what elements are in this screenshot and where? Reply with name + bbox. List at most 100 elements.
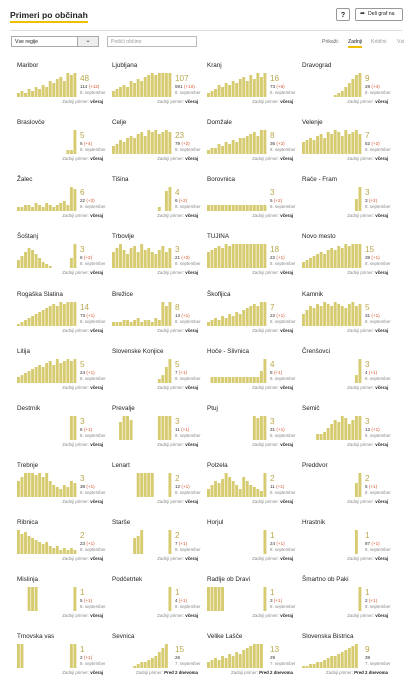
sort-tab-kriticni[interactable]: Kritični xyxy=(371,39,387,45)
sparkline-bar xyxy=(129,322,133,326)
municipality-card[interactable]: Preddvor 2 5 (+1) 8. september Zadnji primer… xyxy=(302,462,391,510)
municipality-card[interactable]: Črenšovci 3 4 (+1) 8. september Zadnji prime… xyxy=(302,348,391,396)
municipality-card[interactable]: Ptuj 3 31 (+1) 8. september Zadnji primer: v… xyxy=(207,405,296,453)
municipality-card[interactable]: Celje 23 79 (+2) 8. september Zadnji primer:… xyxy=(112,119,201,167)
municipality-card[interactable]: Šmartno ob Paki 1 2 (+1) 8. september Zadnji… xyxy=(302,576,391,624)
sparkline-bar xyxy=(62,361,66,383)
municipality-card[interactable]: Tišina 4 6 (+2) 8. september Zadnji primer: … xyxy=(112,176,201,224)
sparkline-bar xyxy=(231,316,235,326)
search-input[interactable] xyxy=(107,36,197,47)
municipality-card[interactable]: Velenje 7 52 (+2) 8. september Zadnji primer… xyxy=(302,119,391,167)
municipality-name: Horjul xyxy=(207,519,224,526)
municipality-sparkline xyxy=(119,416,172,440)
daily-change: (+1) xyxy=(181,427,190,432)
municipality-card[interactable]: Novo mesto 15 39 (+1) 8. september Zadnji pr… xyxy=(302,233,391,281)
sparkline-bar xyxy=(245,136,249,154)
sparkline-bar xyxy=(59,302,63,326)
municipality-card[interactable]: Rače - Fram 3 3 (+2) 8. september Zadnji pri… xyxy=(302,176,391,224)
sparkline-bar xyxy=(59,203,63,211)
sparkline-bar xyxy=(210,587,214,611)
daily-change: (+1) xyxy=(178,370,188,375)
municipality-card[interactable]: Maribor 48 114 (+12) 8. september Zadnji pri… xyxy=(17,62,106,110)
last-case-label: Zadnji primer: xyxy=(62,613,90,618)
municipality-card[interactable]: Podčetrtek 1 4 (+1) 8. september Zadnji prim… xyxy=(112,576,201,624)
municipality-card[interactable]: Braslovče 5 6 (+4) 8. september Zadnji prime… xyxy=(17,119,106,167)
sparkline-bar xyxy=(73,416,77,440)
municipality-card[interactable]: TUJINA 18 22 (+1) 8. september Zadnji primer… xyxy=(207,233,296,281)
total-count: 87 xyxy=(365,541,371,546)
last-case-info: Zadnji primer: včeraj xyxy=(116,99,198,104)
sort-tab-vsi[interactable]: Vsi xyxy=(397,39,405,45)
municipality-card[interactable]: Šoštanj 3 6 (+2) 8. september Zadnji primer:… xyxy=(17,233,106,281)
sparkline-bar xyxy=(242,477,246,497)
sparkline-bar xyxy=(235,142,239,154)
last-case-value: včeraj xyxy=(375,213,388,218)
sparkline-bar xyxy=(20,207,24,211)
municipality-card[interactable]: Trbovlje 3 21 (+2) 8. september Zadnji prime… xyxy=(112,233,201,281)
municipality-card[interactable]: Mislinja 1 5 (+1) 8. september Zadnji primer… xyxy=(17,576,106,624)
sparkline-bar xyxy=(347,134,351,154)
municipality-card[interactable]: Lenart 2 12 (+1) 8. september Zadnji primer:… xyxy=(112,462,201,510)
active-cases: 2 xyxy=(365,474,370,483)
municipality-card[interactable]: Semič 3 12 (+1) 8. september Zadnji primer: … xyxy=(302,405,391,453)
daily-change: (+2) xyxy=(276,141,285,146)
total-cases: 11 (+1) xyxy=(270,484,284,489)
municipality-card[interactable]: Prevalje 3 11 (+1) 8. september Zadnji prime… xyxy=(112,405,201,453)
municipality-card[interactable]: Škofljica 7 22 (+1) 8. september Zadnji prim… xyxy=(207,291,296,339)
total-cases: 73 (+1) xyxy=(80,313,95,318)
sort-tab-zadnji[interactable]: Zadnji xyxy=(348,39,363,48)
municipality-card[interactable]: Žalec 6 22 (+2) 8. september Zadnji primer: … xyxy=(17,176,106,224)
sparkline-bar xyxy=(20,477,24,497)
share-button[interactable]: ➦ Deli graf na xyxy=(355,8,403,21)
municipality-card[interactable]: Hrastnik 1 87 (+1) 8. september Zadnji prime… xyxy=(302,519,391,567)
municipality-card[interactable]: Ljubljana 107 591 (+10) 8. september Zadnji … xyxy=(112,62,201,110)
municipality-card[interactable]: Rogaška Slatina 14 73 (+1) 8. september Zadn… xyxy=(17,291,106,339)
municipality-card[interactable]: Trebnje 3 38 (+1) 8. september Zadnji primer… xyxy=(17,462,106,510)
help-button[interactable]: ? xyxy=(336,8,350,21)
sparkline-bar xyxy=(133,83,137,97)
municipality-card[interactable]: Starše 2 7 (+1) 8. september Zadnji primer: … xyxy=(112,519,201,567)
sparkline-bar xyxy=(34,367,38,383)
municipality-card[interactable]: Borovnica 3 5 (+2) 8. september Zadnji prime… xyxy=(207,176,296,224)
municipality-card[interactable]: Ribnica 2 23 (+1) 8. september Zadnji primer… xyxy=(17,519,106,567)
municipality-card[interactable]: Velike Lašče 13 29 7. september Zadnji prim… xyxy=(207,633,296,681)
sparkline-bar xyxy=(337,654,341,668)
sort-label: Prikaži: xyxy=(322,39,340,45)
municipality-card[interactable]: Kranj 16 73 (+6) 8. september Zadnji primer:… xyxy=(207,62,296,110)
sparkline-bar xyxy=(112,252,115,268)
sparkline-bar xyxy=(217,587,221,611)
municipality-card[interactable]: Litija 5 24 (+1) 8. september Zadnji primer:… xyxy=(17,348,106,396)
region-select[interactable]: Vse regije ⌄ xyxy=(11,36,99,47)
municipality-card[interactable]: Sevnica 15 26 7. september Zadnji primer: P… xyxy=(112,633,201,681)
chevron-down-icon[interactable]: ⌄ xyxy=(77,37,98,46)
municipality-card[interactable]: Slovenska Bistrica 9 39 7. september Zadnji… xyxy=(302,633,391,681)
municipality-card[interactable]: Brežice 8 13 (+1) 8. september Zadnji primer… xyxy=(112,291,201,339)
municipality-card[interactable]: Domžale 8 36 (+2) 8. september Zadnji primer… xyxy=(207,119,296,167)
daily-change: (+1) xyxy=(368,484,378,489)
daily-change: (+1) xyxy=(178,598,188,603)
municipality-card[interactable]: Horjul 1 24 (+1) 8. september Zadnji primer:… xyxy=(207,519,296,567)
last-case-info: Zadnji primer: včeraj xyxy=(21,328,103,333)
last-case-label: Zadnji primer: xyxy=(157,213,185,218)
municipality-card[interactable]: Kamnik 5 31 (+1) 8. september Zadnji primer:… xyxy=(302,291,391,339)
municipality-card[interactable]: Hoče - Slivnica 4 8 (+1) 8. september Zadnji… xyxy=(207,348,296,396)
sparkline-bar xyxy=(41,544,45,554)
report-date: 8. september xyxy=(175,604,201,609)
sparkline-bar xyxy=(17,207,20,211)
sparkline-bar xyxy=(140,662,144,668)
municipality-card[interactable]: Radlje ob Dravi 1 3 (+1) 8. september Zadnji… xyxy=(207,576,296,624)
municipality-card[interactable]: Polzela 2 11 (+1) 8. september Zadnji primer… xyxy=(207,462,296,510)
municipality-card[interactable]: Dravograd 9 28 (+4) 8. september Zadnji prim… xyxy=(302,62,391,110)
total-count: 26 xyxy=(175,655,181,660)
sparkline-bar xyxy=(73,244,77,268)
municipality-name: Rogaška Slatina xyxy=(17,291,63,298)
municipality-card[interactable]: Trnovska vas 1 2 (+1) 8. september Zadnji pr… xyxy=(17,633,106,681)
sparkline-bar xyxy=(112,322,115,326)
sparkline-bar xyxy=(147,130,151,154)
daily-change: (+1) xyxy=(276,541,285,546)
municipality-card[interactable]: Destrnik 3 6 (+1) 8. september Zadnji primer… xyxy=(17,405,106,453)
municipality-card[interactable]: Slovenske Konjice 5 7 (+1) 8. september Zadn… xyxy=(112,348,201,396)
municipality-name: Brežice xyxy=(112,291,133,298)
last-case-info: Zadnji primer: včeraj xyxy=(211,442,293,447)
